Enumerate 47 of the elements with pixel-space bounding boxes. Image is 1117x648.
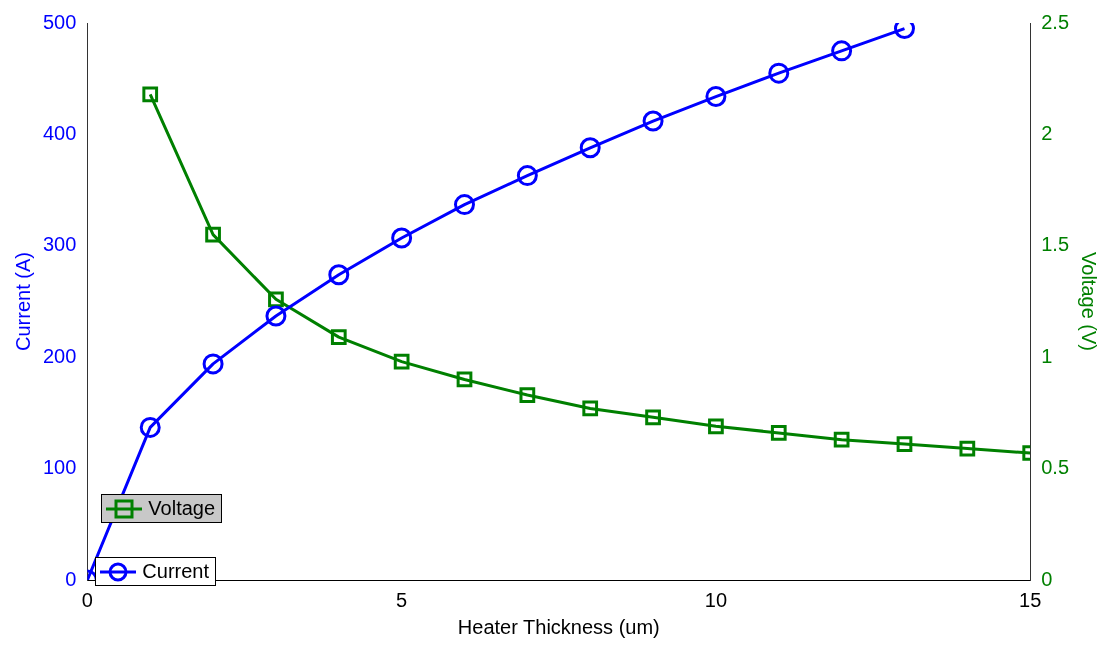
y-tick-label: 100 <box>42 456 77 479</box>
x-tick-label: 15 <box>1019 588 1042 611</box>
point <box>579 137 601 159</box>
point <box>645 409 661 426</box>
point <box>959 440 976 457</box>
point <box>454 194 475 216</box>
point <box>831 40 853 62</box>
x-tick-label: 10 <box>704 588 728 611</box>
point <box>770 425 787 441</box>
point <box>328 264 350 286</box>
y-tick-label: 400 <box>42 121 77 144</box>
point <box>768 62 790 84</box>
point <box>202 353 224 375</box>
point <box>582 400 599 417</box>
x-tick-label: 0 <box>81 588 93 611</box>
x-axis-title: Heater Thickness (um) <box>457 615 660 638</box>
legend-label: Voltage <box>148 497 216 520</box>
point <box>642 110 664 132</box>
y-tick-label: 0 <box>65 567 77 590</box>
point <box>265 305 287 327</box>
y-tick-label: 500 <box>42 10 77 33</box>
point <box>205 226 221 243</box>
point <box>391 227 413 249</box>
point <box>708 418 724 435</box>
point <box>896 436 913 452</box>
y2-tick-label: 2.5 <box>1041 10 1070 33</box>
point <box>139 416 161 438</box>
y-tick-label: 200 <box>42 344 77 367</box>
x-tick-label: 5 <box>396 588 408 611</box>
point <box>833 431 850 448</box>
y2-tick-label: 0.5 <box>1041 456 1070 479</box>
point <box>142 86 159 103</box>
point <box>705 86 727 108</box>
point <box>519 387 536 403</box>
y2-tick-label: 1.5 <box>1041 233 1070 256</box>
y-tick-label: 300 <box>42 233 77 256</box>
point <box>516 165 538 187</box>
y2-axis-title: Voltage (V) <box>1078 252 1101 351</box>
point <box>330 329 347 346</box>
y-axis-title: Current (A) <box>11 252 34 351</box>
point <box>456 371 473 388</box>
y2-tick-label: 1 <box>1041 344 1053 367</box>
point <box>393 353 410 370</box>
legend-label: Current <box>142 560 210 583</box>
y2-tick-label: 0 <box>1041 567 1053 590</box>
point <box>268 291 284 308</box>
y2-tick-label: 2 <box>1041 121 1053 144</box>
